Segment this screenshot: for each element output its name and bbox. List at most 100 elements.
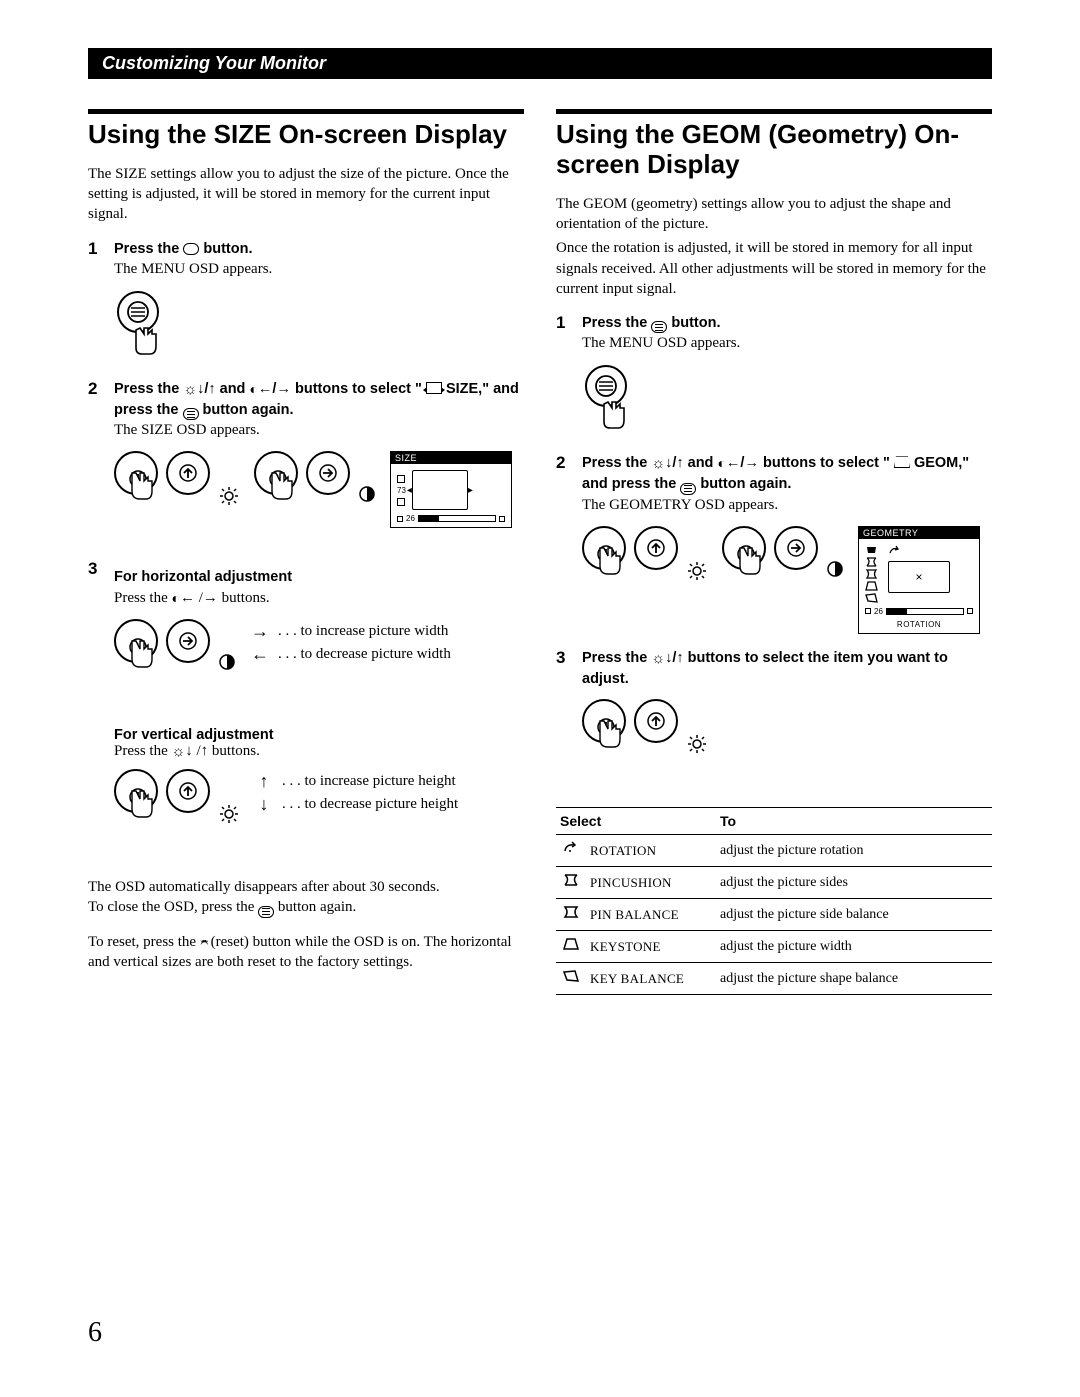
brightness-icon: ☼ [651,650,665,667]
menu-icon [258,906,274,918]
right-step-2: 2 Press the ☼↓/↑ and ◐←/→ buttons to sel… [556,453,992,515]
contrast-symbol [358,485,376,545]
buttons-and-osd-figure: SIZE 73 ◂▸ 26 [114,451,524,545]
hand-icon [128,469,158,505]
up-button [634,526,678,570]
osd-indicator [397,475,405,483]
h-adjust-head: For horizontal adjustment [114,567,524,587]
keystone-icon [556,931,586,963]
r-step2-head: Press the ☼↓/↑ and ◐←/→ buttons to selec… [582,453,992,494]
right-step-3: 3 Press the ☼↓/↑ buttons to select the i… [556,648,992,689]
right-button [166,619,210,663]
brightness-symbol [218,485,240,545]
r-step1-sub: The MENU OSD appears. [582,333,992,354]
step-number: 3 [88,559,104,609]
step-number: 1 [556,313,572,354]
section-rule [88,109,524,114]
osd-geom-box: GEOMETRY × [858,526,980,634]
menu-icon [680,483,696,495]
contrast-buttons [722,526,818,575]
contrast-icon: ◐ [249,381,257,397]
right-step-1: 1 Press the button. The MENU OSD appears… [556,313,992,354]
section-rule [556,109,992,114]
contrast-icon: ◐ [717,455,725,471]
step1-sub: The MENU OSD appears. [114,259,524,280]
hand-icon [268,469,298,505]
table-header-select: Select [556,808,716,835]
osd-bar [418,515,496,522]
step-number: 2 [88,379,104,441]
up-button [634,699,678,743]
updown-figure [582,699,992,793]
left-arrow-icon: ← [250,644,270,665]
osd-size-box: SIZE 73 ◂▸ 26 [390,451,512,528]
left-step-2: 2 Press the ☼↓/↑ and ◐←/→ buttons to sel… [88,379,524,441]
hand-icon [736,544,766,580]
step-number: 3 [556,648,572,689]
h-adjust-figure: → . . . to increase picture width ← . . . … [114,619,524,713]
osd-title: SIZE [391,452,511,464]
h-inc-desc: . . . to increase picture width [278,623,448,640]
h-dec-desc: . . . to decrease picture width [278,646,451,663]
brightness-icon: ☼ [172,744,186,760]
v-adjust-figure: ↑ . . . to increase picture height ↓ . . .… [114,769,524,863]
osd-value-h: 26 [406,514,415,523]
step1-head: Press the button. [114,239,524,259]
row-name: PINCUSHION [586,867,716,899]
brightness-buttons [114,451,210,500]
pincushion-icon [556,867,586,899]
table-row: ROTATION adjust the picture rotation [556,835,992,867]
right-heading: Using the GEOM (Geometry) On-screen Disp… [556,120,992,180]
v-dec-desc: . . . to decrease picture height [282,796,458,813]
table-header-to: To [716,808,992,835]
step-number: 2 [556,453,572,515]
r-step3-head: Press the ☼↓/↑ buttons to select the ite… [582,648,992,689]
buttons-and-osd-figure-geom: GEOMETRY × [582,526,992,634]
brightness-symbol [686,733,708,793]
osd-bar [886,608,964,615]
menu-icon [651,321,667,333]
left-step-1: 1 Press the button. The MENU OSD appears… [88,239,524,280]
up-arrow-icon: ↑ [254,771,274,792]
contrast-symbol [218,653,236,713]
reset-icon: ›••‹ [200,936,207,948]
header-bar: Customizing Your Monitor [88,48,992,79]
osd-screen-glyph: × [888,561,950,593]
step-number: 1 [88,239,104,280]
row-name: KEY BALANCE [586,963,716,995]
contrast-buttons [254,451,350,500]
left-foot-2: To reset, press the ›••‹ (reset) button … [88,932,524,973]
geom-table: Select To ROTATION adjust the picture ro… [556,807,992,995]
rotate-arrow-icon [888,545,900,557]
left-heading: Using the SIZE On-screen Display [88,120,524,150]
table-row: PINCUSHION adjust the picture sides [556,867,992,899]
brightness-symbol [686,560,708,620]
v-inc-desc: . . . to increase picture height [282,773,456,790]
hand-icon [128,787,158,823]
up-button [166,451,210,495]
osd-indicator [397,498,405,506]
down-arrow-icon: ↓ [254,794,274,815]
pinbalance-icon [556,899,586,931]
left-column: Using the SIZE On-screen Display The SIZ… [88,109,524,995]
osd-sublabel: ROTATION [859,620,979,633]
table-row: KEY BALANCE adjust the picture shape bal… [556,963,992,995]
up-button [166,769,210,813]
v-adjust-sub: Press the ☼↓ /↑ buttons. [114,743,524,761]
right-button [774,526,818,570]
header-title: Customizing Your Monitor [102,53,326,73]
r-step1-head: Press the button. [582,313,992,333]
brightness-buttons [582,526,678,575]
keybalance-icon [556,963,586,995]
table-row: PIN BALANCE adjust the picture side bala… [556,899,992,931]
row-name: KEYSTONE [586,931,716,963]
brightness-icon: ☼ [651,455,665,472]
osd-title: GEOMETRY [859,527,979,539]
right-arrow-icon: → [250,621,270,642]
size-icon [426,382,442,394]
row-desc: adjust the picture shape balance [716,963,992,995]
menu-button-figure [114,290,524,365]
right-button [306,451,350,495]
osd-screen-glyph: ◂▸ [412,470,468,510]
brightness-icon: ☼ [183,381,197,398]
